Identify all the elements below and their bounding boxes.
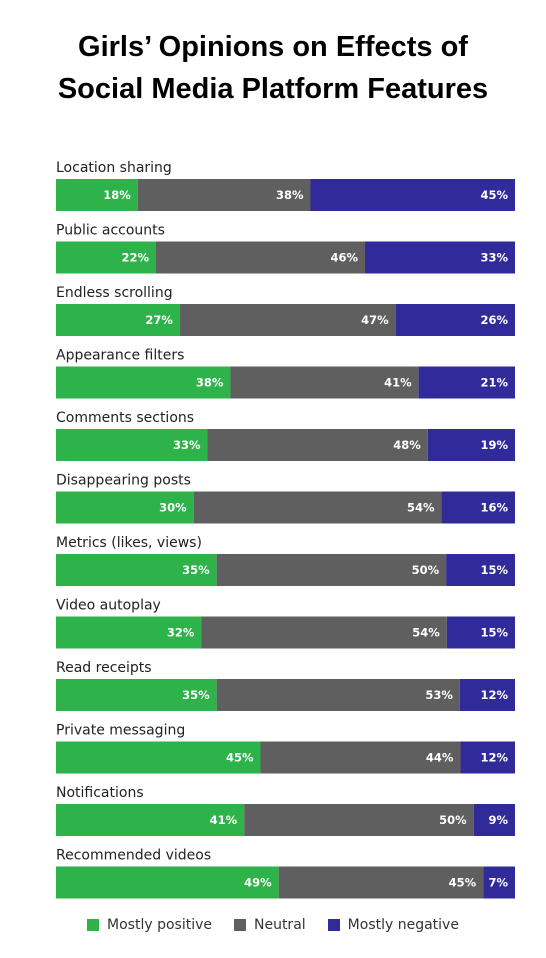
bar-segment-neutral [260, 741, 461, 774]
category-label: Video autoplay [56, 598, 161, 614]
legend-swatch-positive [87, 919, 100, 931]
value-label-negative: 16% [480, 501, 508, 515]
value-label-negative: 33% [480, 251, 508, 265]
category-label: Public accounts [56, 223, 165, 239]
bar-segment-neutral [179, 304, 396, 336]
bar-segment-neutral [230, 366, 419, 399]
bar-segment-negative [418, 366, 515, 399]
value-label-positive: 45% [226, 751, 254, 765]
legend-label-negative: Mostly negative [347, 917, 459, 933]
bar-segment-positive [56, 304, 180, 336]
value-label-neutral: 54% [407, 501, 435, 515]
legend-item-neutral: Neutral [233, 917, 306, 933]
value-label-neutral: 50% [412, 563, 440, 577]
value-label-positive: 22% [121, 251, 149, 265]
legend-swatch-negative [327, 919, 340, 931]
value-label-neutral: 45% [449, 876, 477, 890]
category-label: Notifications [56, 785, 144, 801]
bar-segment-neutral [137, 179, 311, 211]
bar-segment-neutral [216, 554, 447, 586]
value-label-negative: 15% [480, 563, 508, 577]
value-label-positive: 49% [244, 876, 272, 890]
value-label-negative: 21% [480, 376, 508, 390]
category-label: Recommended videos [56, 848, 211, 864]
legend-item-positive: Mostly positive [87, 917, 212, 933]
value-label-positive: 18% [103, 188, 131, 202]
value-label-neutral: 46% [330, 251, 358, 265]
bar-segment-neutral [155, 241, 366, 274]
bar-segment-negative [446, 554, 515, 586]
value-label-positive: 41% [210, 813, 238, 827]
value-label-neutral: 48% [393, 438, 421, 452]
value-label-negative: 7% [488, 876, 508, 890]
bar-segment-positive [56, 429, 208, 461]
value-label-neutral: 47% [361, 313, 389, 327]
value-label-negative: 19% [480, 438, 508, 452]
category-label: Metrics (likes, views) [56, 535, 202, 551]
bar-segment-positive [56, 679, 217, 711]
chart-title: Girls’ Opinions on Effects of Social Med… [0, 26, 546, 110]
category-label: Disappearing posts [56, 473, 191, 489]
bar-segment-positive [56, 241, 156, 274]
bar-segment-positive [56, 741, 261, 774]
chart-title-line-1: Girls’ Opinions on Effects of [78, 31, 468, 63]
bar-segment-positive [56, 554, 217, 586]
bar-segment-negative [395, 304, 515, 336]
bar-segment-positive [56, 804, 245, 836]
bar-segment-neutral [216, 679, 460, 711]
chart-title-line-2: Social Media Platform Features [57, 73, 489, 105]
value-label-negative: 9% [488, 813, 508, 827]
bar-segment-negative [483, 866, 515, 899]
value-label-neutral: 50% [439, 813, 467, 827]
category-label: Appearance filters [56, 348, 184, 364]
value-label-positive: 30% [159, 501, 187, 515]
bar-segment-positive [56, 366, 231, 399]
value-label-negative: 12% [480, 688, 508, 702]
category-label: Location sharing [56, 160, 172, 176]
value-label-positive: 32% [167, 626, 195, 640]
value-label-neutral: 54% [412, 626, 440, 640]
bar-segment-negative [446, 616, 515, 649]
category-label: Private messaging [56, 723, 185, 739]
bar-segment-negative [365, 241, 515, 274]
legend-item-negative: Mostly negative [327, 917, 459, 933]
bar-segment-positive [56, 616, 202, 649]
bar-segment-negative [460, 741, 515, 774]
value-label-neutral: 41% [384, 376, 412, 390]
bar-segment-negative [310, 179, 515, 211]
value-label-neutral: 53% [425, 688, 453, 702]
category-label: Comments sections [56, 410, 194, 426]
bar-segment-neutral [201, 616, 447, 649]
legend-swatch-neutral [233, 919, 246, 931]
bar-segment-negative [427, 429, 515, 461]
legend-label-neutral: Neutral [253, 917, 306, 933]
value-label-positive: 38% [196, 376, 224, 390]
bar-segment-positive [56, 866, 279, 899]
value-label-positive: 27% [145, 313, 173, 327]
value-label-positive: 35% [182, 563, 210, 577]
bar-segment-neutral [278, 866, 484, 899]
value-label-neutral: 44% [426, 751, 454, 765]
legend: Mostly positive Neutral Mostly negative [0, 917, 546, 933]
category-label: Endless scrolling [56, 285, 173, 301]
bar-segment-positive [56, 179, 138, 211]
category-label: Read receipts [56, 660, 152, 676]
value-label-neutral: 38% [276, 188, 304, 202]
value-label-negative: 12% [480, 751, 508, 765]
bar-segment-positive [56, 491, 194, 524]
value-label-negative: 26% [480, 313, 508, 327]
stacked-bar-chart: Location sharing 18% 38% 45% Public accounts… [56, 160, 515, 899]
value-label-negative: 45% [480, 188, 508, 202]
value-label-negative: 15% [480, 626, 508, 640]
bar-segment-neutral [244, 804, 474, 836]
bar-segment-neutral [193, 491, 442, 524]
legend-label-positive: Mostly positive [107, 917, 212, 933]
bar-segment-negative [441, 491, 515, 524]
value-label-positive: 35% [182, 688, 210, 702]
bar-segment-negative [459, 679, 515, 711]
bar-segment-negative [473, 804, 515, 836]
value-label-positive: 33% [173, 438, 201, 452]
bar-segment-neutral [207, 429, 428, 461]
